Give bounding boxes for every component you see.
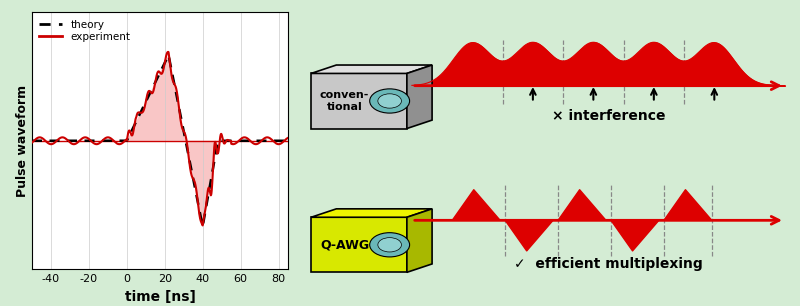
Text: ✓  efficient multiplexing: ✓ efficient multiplexing	[514, 257, 703, 271]
Text: conven-
tional: conven- tional	[320, 90, 370, 112]
Polygon shape	[407, 65, 432, 129]
Polygon shape	[407, 209, 432, 272]
X-axis label: time [ns]: time [ns]	[125, 290, 195, 304]
Legend: theory, experiment: theory, experiment	[38, 17, 133, 44]
Circle shape	[370, 89, 410, 113]
Polygon shape	[311, 209, 432, 217]
Y-axis label: Pulse waveform: Pulse waveform	[16, 85, 30, 197]
Polygon shape	[311, 73, 407, 129]
Polygon shape	[311, 217, 407, 272]
Text: Q-AWG: Q-AWG	[320, 238, 369, 251]
Circle shape	[370, 233, 410, 257]
Text: × interference: × interference	[552, 109, 666, 123]
Circle shape	[378, 238, 402, 252]
Polygon shape	[311, 65, 432, 73]
Circle shape	[378, 94, 402, 108]
